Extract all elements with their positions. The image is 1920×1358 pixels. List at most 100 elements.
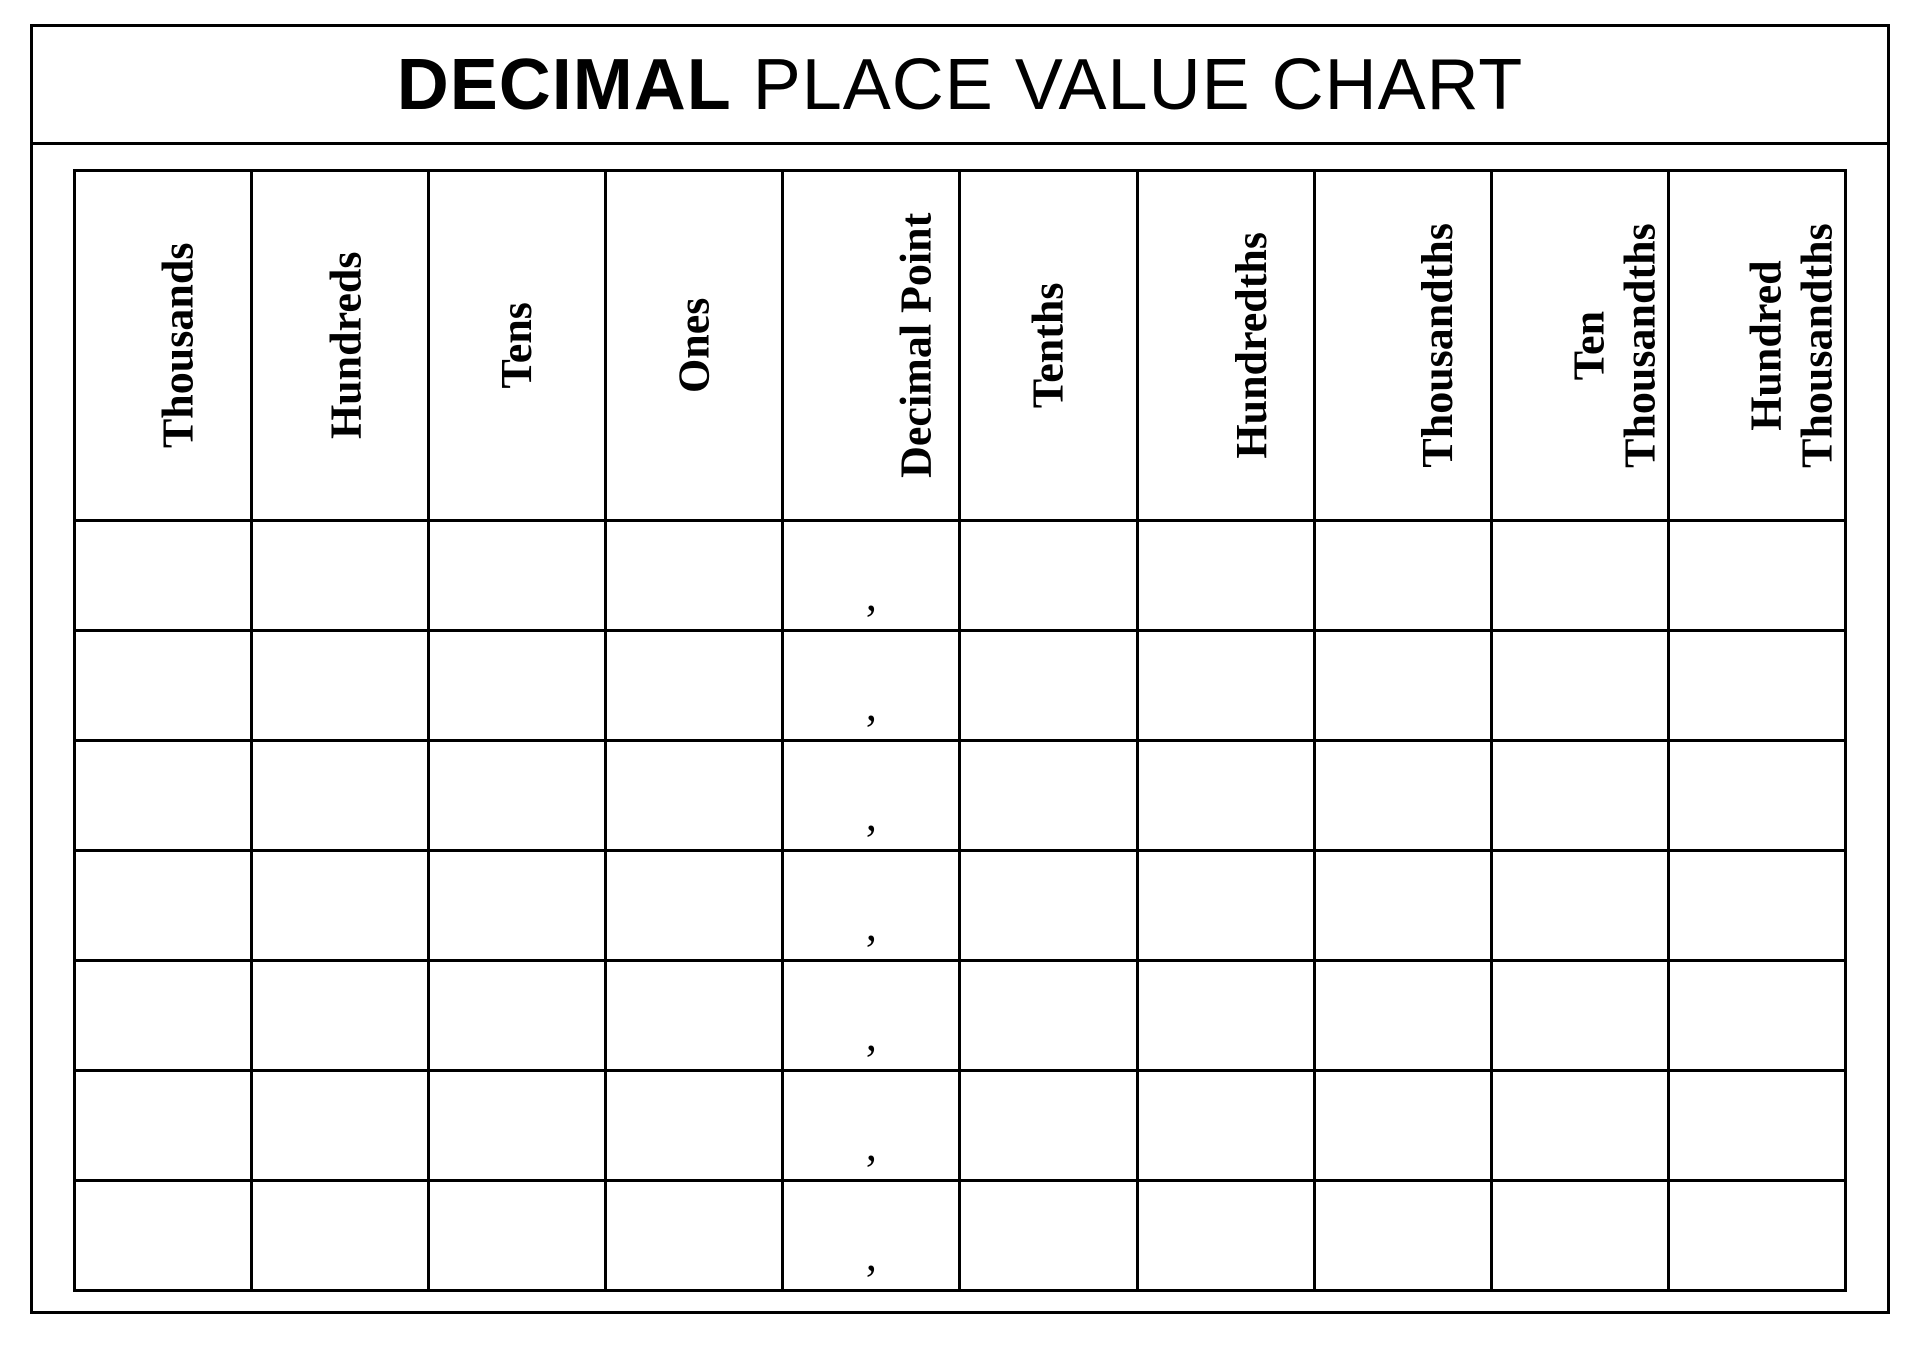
table-cell <box>606 741 783 851</box>
table-cell <box>75 961 252 1071</box>
chart-title: DECIMAL PLACE VALUE CHART <box>397 44 1524 126</box>
title-bold: DECIMAL <box>397 45 732 125</box>
table-cell <box>1491 631 1668 741</box>
title-bar: DECIMAL PLACE VALUE CHART <box>33 27 1887 145</box>
table-cell: , <box>783 1181 960 1291</box>
table-cell <box>75 521 252 631</box>
column-label: Decimal Point <box>892 213 943 478</box>
column-label: Tens <box>492 302 543 388</box>
table-cell <box>429 1071 606 1181</box>
table-cell <box>606 521 783 631</box>
table-container: Thousands Hundreds Tens Ones Decimal Point Te… <box>33 145 1887 1316</box>
table-cell: , <box>783 521 960 631</box>
table-cell <box>1137 851 1314 961</box>
table-cell <box>75 1071 252 1181</box>
table-cell <box>1137 521 1314 631</box>
table-row: , <box>75 521 1846 631</box>
place-value-table: Thousands Hundreds Tens Ones Decimal Point Te… <box>73 169 1847 1292</box>
table-cell <box>252 741 429 851</box>
table-cell <box>1491 1181 1668 1291</box>
table-cell <box>75 631 252 741</box>
table-row: , <box>75 961 1846 1071</box>
table-body: ,,,,,,, <box>75 521 1846 1291</box>
column-header: Thousands <box>75 171 252 521</box>
table-cell <box>960 1181 1137 1291</box>
table-cell <box>960 521 1137 631</box>
table-cell <box>1314 961 1491 1071</box>
table-cell <box>606 961 783 1071</box>
table-cell <box>429 521 606 631</box>
column-header: Thousandths <box>1314 171 1491 521</box>
column-header: HundredThousandths <box>1668 171 1845 521</box>
table-cell <box>429 961 606 1071</box>
table-cell: , <box>783 961 960 1071</box>
table-cell <box>252 521 429 631</box>
chart-frame: DECIMAL PLACE VALUE CHART Thousands Hundr… <box>30 24 1890 1314</box>
table-cell: , <box>783 851 960 961</box>
table-row: , <box>75 1181 1846 1291</box>
column-header: Hundreds <box>252 171 429 521</box>
table-cell <box>960 1071 1137 1181</box>
table-cell <box>252 631 429 741</box>
title-rest: PLACE VALUE CHART <box>732 45 1524 125</box>
table-cell <box>252 1181 429 1291</box>
column-header: Tens <box>429 171 606 521</box>
column-header: Tenths <box>960 171 1137 521</box>
table-cell <box>429 741 606 851</box>
header-row: Thousands Hundreds Tens Ones Decimal Point Te… <box>75 171 1846 521</box>
table-cell <box>1668 741 1845 851</box>
table-cell <box>429 631 606 741</box>
table-cell <box>252 961 429 1071</box>
table-cell: , <box>783 741 960 851</box>
table-cell <box>75 1181 252 1291</box>
table-cell <box>1668 631 1845 741</box>
table-row: , <box>75 1071 1846 1181</box>
table-row: , <box>75 851 1846 961</box>
table-cell <box>1491 961 1668 1071</box>
table-row: , <box>75 631 1846 741</box>
table-cell <box>1137 1181 1314 1291</box>
table-cell <box>1491 1071 1668 1181</box>
table-header: Thousands Hundreds Tens Ones Decimal Point Te… <box>75 171 1846 521</box>
table-cell <box>960 851 1137 961</box>
table-cell <box>1668 961 1845 1071</box>
column-label: Hundreds <box>322 252 373 440</box>
column-label: HundredThousandths <box>1742 223 1843 468</box>
table-cell <box>960 961 1137 1071</box>
table-cell <box>1314 521 1491 631</box>
table-cell <box>960 741 1137 851</box>
table-cell <box>1137 741 1314 851</box>
table-cell <box>1137 631 1314 741</box>
table-cell <box>606 1071 783 1181</box>
table-cell <box>1668 1181 1845 1291</box>
column-label: Hundredths <box>1227 232 1278 459</box>
table-cell <box>1491 851 1668 961</box>
column-header: Decimal Point <box>783 171 960 521</box>
column-header: Hundredths <box>1137 171 1314 521</box>
table-cell <box>960 631 1137 741</box>
table-cell: , <box>783 1071 960 1181</box>
column-label: Thousands <box>153 243 204 448</box>
column-header: TenThousandths <box>1491 171 1668 521</box>
table-cell <box>1314 1181 1491 1291</box>
table-cell: , <box>783 631 960 741</box>
table-row: , <box>75 741 1846 851</box>
column-label: Ones <box>669 298 720 393</box>
table-cell <box>1668 851 1845 961</box>
table-cell <box>606 631 783 741</box>
column-label: Tenths <box>1023 283 1074 409</box>
table-cell <box>1137 961 1314 1071</box>
table-cell <box>1314 741 1491 851</box>
table-cell <box>1314 851 1491 961</box>
table-cell <box>606 1181 783 1291</box>
column-label: Thousandths <box>1413 223 1464 468</box>
table-cell <box>75 851 252 961</box>
column-label: TenThousandths <box>1564 223 1665 468</box>
table-cell <box>1491 521 1668 631</box>
table-cell <box>1491 741 1668 851</box>
table-cell <box>1137 1071 1314 1181</box>
column-header: Ones <box>606 171 783 521</box>
table-cell <box>252 1071 429 1181</box>
table-cell <box>1314 631 1491 741</box>
table-cell <box>252 851 429 961</box>
